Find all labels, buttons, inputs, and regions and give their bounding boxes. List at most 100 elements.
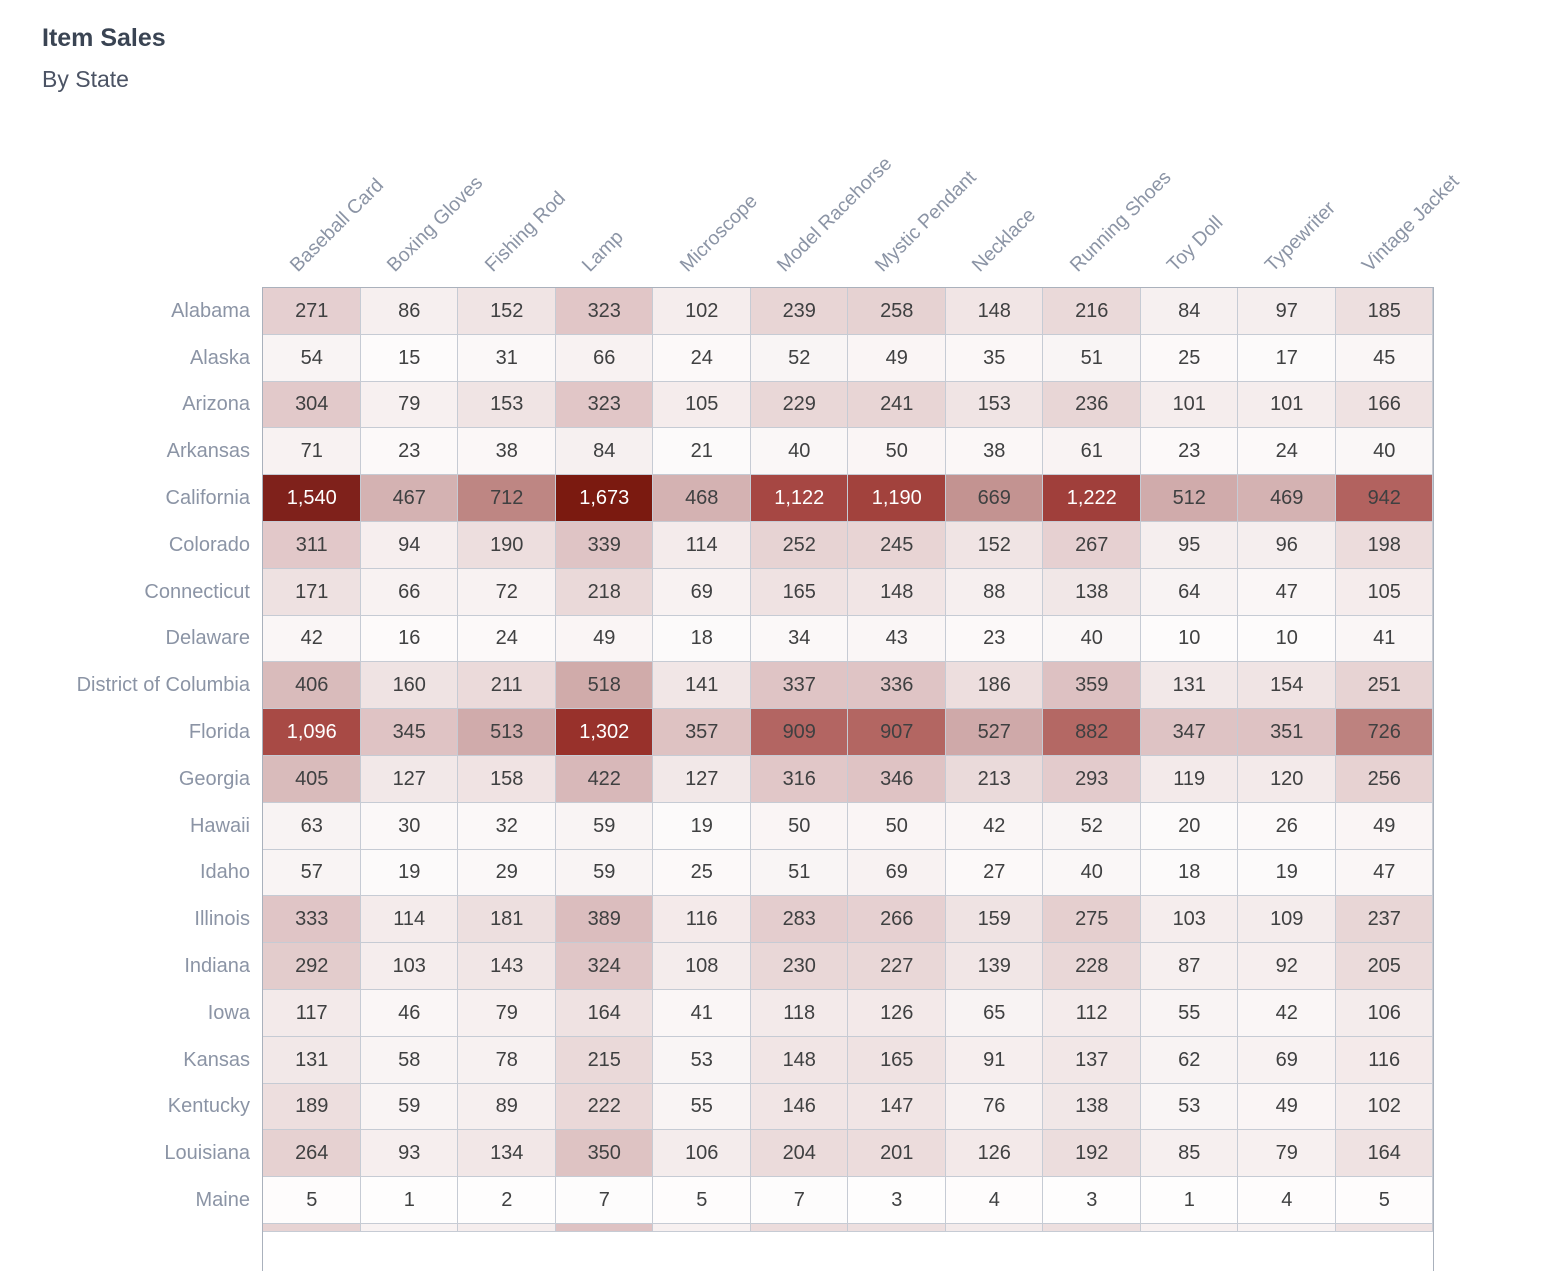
heatmap-cell-partial[interactable] bbox=[1238, 1223, 1336, 1232]
heatmap-cell-partial[interactable] bbox=[945, 1223, 1043, 1232]
row-label-arkansas[interactable]: Arkansas bbox=[166, 440, 250, 463]
heatmap-cell[interactable]: 15 bbox=[360, 334, 458, 382]
heatmap-cell[interactable]: 35 bbox=[945, 334, 1043, 382]
heatmap-cell[interactable]: 359 bbox=[1043, 662, 1141, 710]
heatmap-cell[interactable]: 164 bbox=[1335, 1130, 1433, 1178]
heatmap-cell[interactable]: 91 bbox=[945, 1036, 1043, 1084]
heatmap-cell[interactable]: 134 bbox=[458, 1130, 556, 1178]
heatmap-cell[interactable]: 97 bbox=[1238, 288, 1336, 335]
heatmap-cell[interactable]: 192 bbox=[1043, 1130, 1141, 1178]
row-label-alabama[interactable]: Alabama bbox=[171, 299, 250, 322]
heatmap-cell[interactable]: 211 bbox=[458, 662, 556, 710]
row-label-delaware[interactable]: Delaware bbox=[165, 627, 250, 650]
heatmap-cell[interactable]: 42 bbox=[945, 802, 1043, 850]
heatmap-cell[interactable]: 23 bbox=[945, 615, 1043, 663]
heatmap-cell[interactable]: 40 bbox=[1043, 615, 1141, 663]
heatmap-cell-partial[interactable] bbox=[263, 1223, 361, 1232]
row-label-alaska[interactable]: Alaska bbox=[189, 346, 250, 369]
heatmap-cell[interactable]: 468 bbox=[653, 475, 751, 522]
heatmap-cell[interactable]: 346 bbox=[848, 755, 946, 803]
heatmap-cell[interactable]: 143 bbox=[458, 943, 556, 990]
heatmap-cell[interactable]: 669 bbox=[945, 475, 1043, 522]
heatmap-cell[interactable]: 65 bbox=[945, 989, 1043, 1037]
heatmap-cell[interactable]: 103 bbox=[360, 943, 458, 990]
heatmap-cell[interactable]: 112 bbox=[1043, 989, 1141, 1037]
heatmap-cell[interactable]: 40 bbox=[1335, 428, 1433, 476]
heatmap-cell[interactable]: 50 bbox=[750, 802, 848, 850]
row-label-louisiana[interactable]: Louisiana bbox=[164, 1142, 250, 1165]
heatmap-cell[interactable]: 726 bbox=[1335, 709, 1433, 756]
heatmap-cell[interactable]: 882 bbox=[1043, 709, 1141, 756]
heatmap-cell[interactable]: 62 bbox=[1140, 1036, 1238, 1084]
heatmap-cell[interactable]: 1,222 bbox=[1043, 475, 1141, 522]
heatmap-cell[interactable]: 20 bbox=[1140, 802, 1238, 850]
heatmap-cell[interactable]: 345 bbox=[360, 709, 458, 756]
heatmap-cell[interactable]: 29 bbox=[458, 849, 556, 897]
heatmap-cell[interactable]: 185 bbox=[1335, 288, 1433, 335]
heatmap-cell[interactable]: 304 bbox=[263, 381, 361, 429]
heatmap-cell[interactable]: 41 bbox=[653, 989, 751, 1037]
heatmap-cell[interactable]: 1,302 bbox=[555, 709, 653, 756]
heatmap-cell[interactable]: 228 bbox=[1043, 943, 1141, 990]
row-label-indiana[interactable]: Indiana bbox=[184, 955, 250, 978]
heatmap-cell[interactable]: 79 bbox=[360, 381, 458, 429]
heatmap-cell[interactable]: 1,673 bbox=[555, 475, 653, 522]
heatmap-cell[interactable]: 909 bbox=[750, 709, 848, 756]
heatmap-cell[interactable]: 316 bbox=[750, 755, 848, 803]
heatmap-cell[interactable]: 5 bbox=[653, 1177, 751, 1224]
heatmap-cell[interactable]: 131 bbox=[1140, 662, 1238, 710]
heatmap-cell[interactable]: 10 bbox=[1238, 615, 1336, 663]
heatmap-cell[interactable]: 205 bbox=[1335, 943, 1433, 990]
heatmap-cell[interactable]: 406 bbox=[263, 662, 361, 710]
heatmap-cell[interactable]: 127 bbox=[653, 755, 751, 803]
heatmap-cell[interactable]: 114 bbox=[653, 521, 751, 569]
heatmap-cell[interactable]: 71 bbox=[263, 428, 361, 476]
heatmap-cell[interactable]: 118 bbox=[750, 989, 848, 1037]
heatmap-cell[interactable]: 64 bbox=[1140, 568, 1238, 616]
heatmap-cell[interactable]: 1,190 bbox=[848, 475, 946, 522]
heatmap-cell[interactable]: 218 bbox=[555, 568, 653, 616]
heatmap-cell[interactable]: 527 bbox=[945, 709, 1043, 756]
heatmap-cell[interactable]: 69 bbox=[848, 849, 946, 897]
heatmap-cell[interactable]: 46 bbox=[360, 989, 458, 1037]
heatmap-cell[interactable]: 158 bbox=[458, 755, 556, 803]
heatmap-cell[interactable]: 148 bbox=[945, 288, 1043, 335]
heatmap-cell[interactable]: 102 bbox=[653, 288, 751, 335]
heatmap-cell[interactable]: 42 bbox=[263, 615, 361, 663]
heatmap-cell[interactable]: 198 bbox=[1335, 521, 1433, 569]
heatmap-cell[interactable]: 95 bbox=[1140, 521, 1238, 569]
heatmap-cell[interactable]: 108 bbox=[653, 943, 751, 990]
heatmap-cell[interactable]: 106 bbox=[1335, 989, 1433, 1037]
heatmap-cell[interactable]: 49 bbox=[1335, 802, 1433, 850]
heatmap-cell[interactable]: 160 bbox=[360, 662, 458, 710]
heatmap-cell[interactable]: 422 bbox=[555, 755, 653, 803]
heatmap-cell[interactable]: 120 bbox=[1238, 755, 1336, 803]
heatmap-cell[interactable]: 38 bbox=[458, 428, 556, 476]
heatmap-cell[interactable]: 52 bbox=[1043, 802, 1141, 850]
heatmap-cell[interactable]: 324 bbox=[555, 943, 653, 990]
heatmap-cell-partial[interactable] bbox=[1140, 1223, 1238, 1232]
heatmap-cell[interactable]: 114 bbox=[360, 896, 458, 944]
heatmap-cell[interactable]: 55 bbox=[1140, 989, 1238, 1037]
heatmap-cell[interactable]: 333 bbox=[263, 896, 361, 944]
heatmap-cell[interactable]: 171 bbox=[263, 568, 361, 616]
heatmap-cell[interactable]: 131 bbox=[263, 1036, 361, 1084]
heatmap-cell[interactable]: 189 bbox=[263, 1083, 361, 1131]
heatmap-cell[interactable]: 59 bbox=[360, 1083, 458, 1131]
heatmap-cell[interactable]: 42 bbox=[1238, 989, 1336, 1037]
row-label-maine[interactable]: Maine bbox=[195, 1189, 250, 1212]
heatmap-cell[interactable]: 166 bbox=[1335, 381, 1433, 429]
heatmap-cell[interactable]: 323 bbox=[555, 288, 653, 335]
row-label-connecticut[interactable]: Connecticut bbox=[144, 580, 250, 603]
heatmap-cell[interactable]: 336 bbox=[848, 662, 946, 710]
heatmap-cell[interactable]: 337 bbox=[750, 662, 848, 710]
heatmap-cell[interactable]: 69 bbox=[653, 568, 751, 616]
heatmap-cell[interactable]: 3 bbox=[848, 1177, 946, 1224]
heatmap-cell[interactable]: 267 bbox=[1043, 521, 1141, 569]
heatmap-cell[interactable]: 55 bbox=[653, 1083, 751, 1131]
heatmap-cell[interactable]: 1 bbox=[360, 1177, 458, 1224]
heatmap-cell[interactable]: 94 bbox=[360, 521, 458, 569]
heatmap-cell[interactable]: 78 bbox=[458, 1036, 556, 1084]
heatmap-cell[interactable]: 49 bbox=[555, 615, 653, 663]
heatmap-cell[interactable]: 106 bbox=[653, 1130, 751, 1178]
